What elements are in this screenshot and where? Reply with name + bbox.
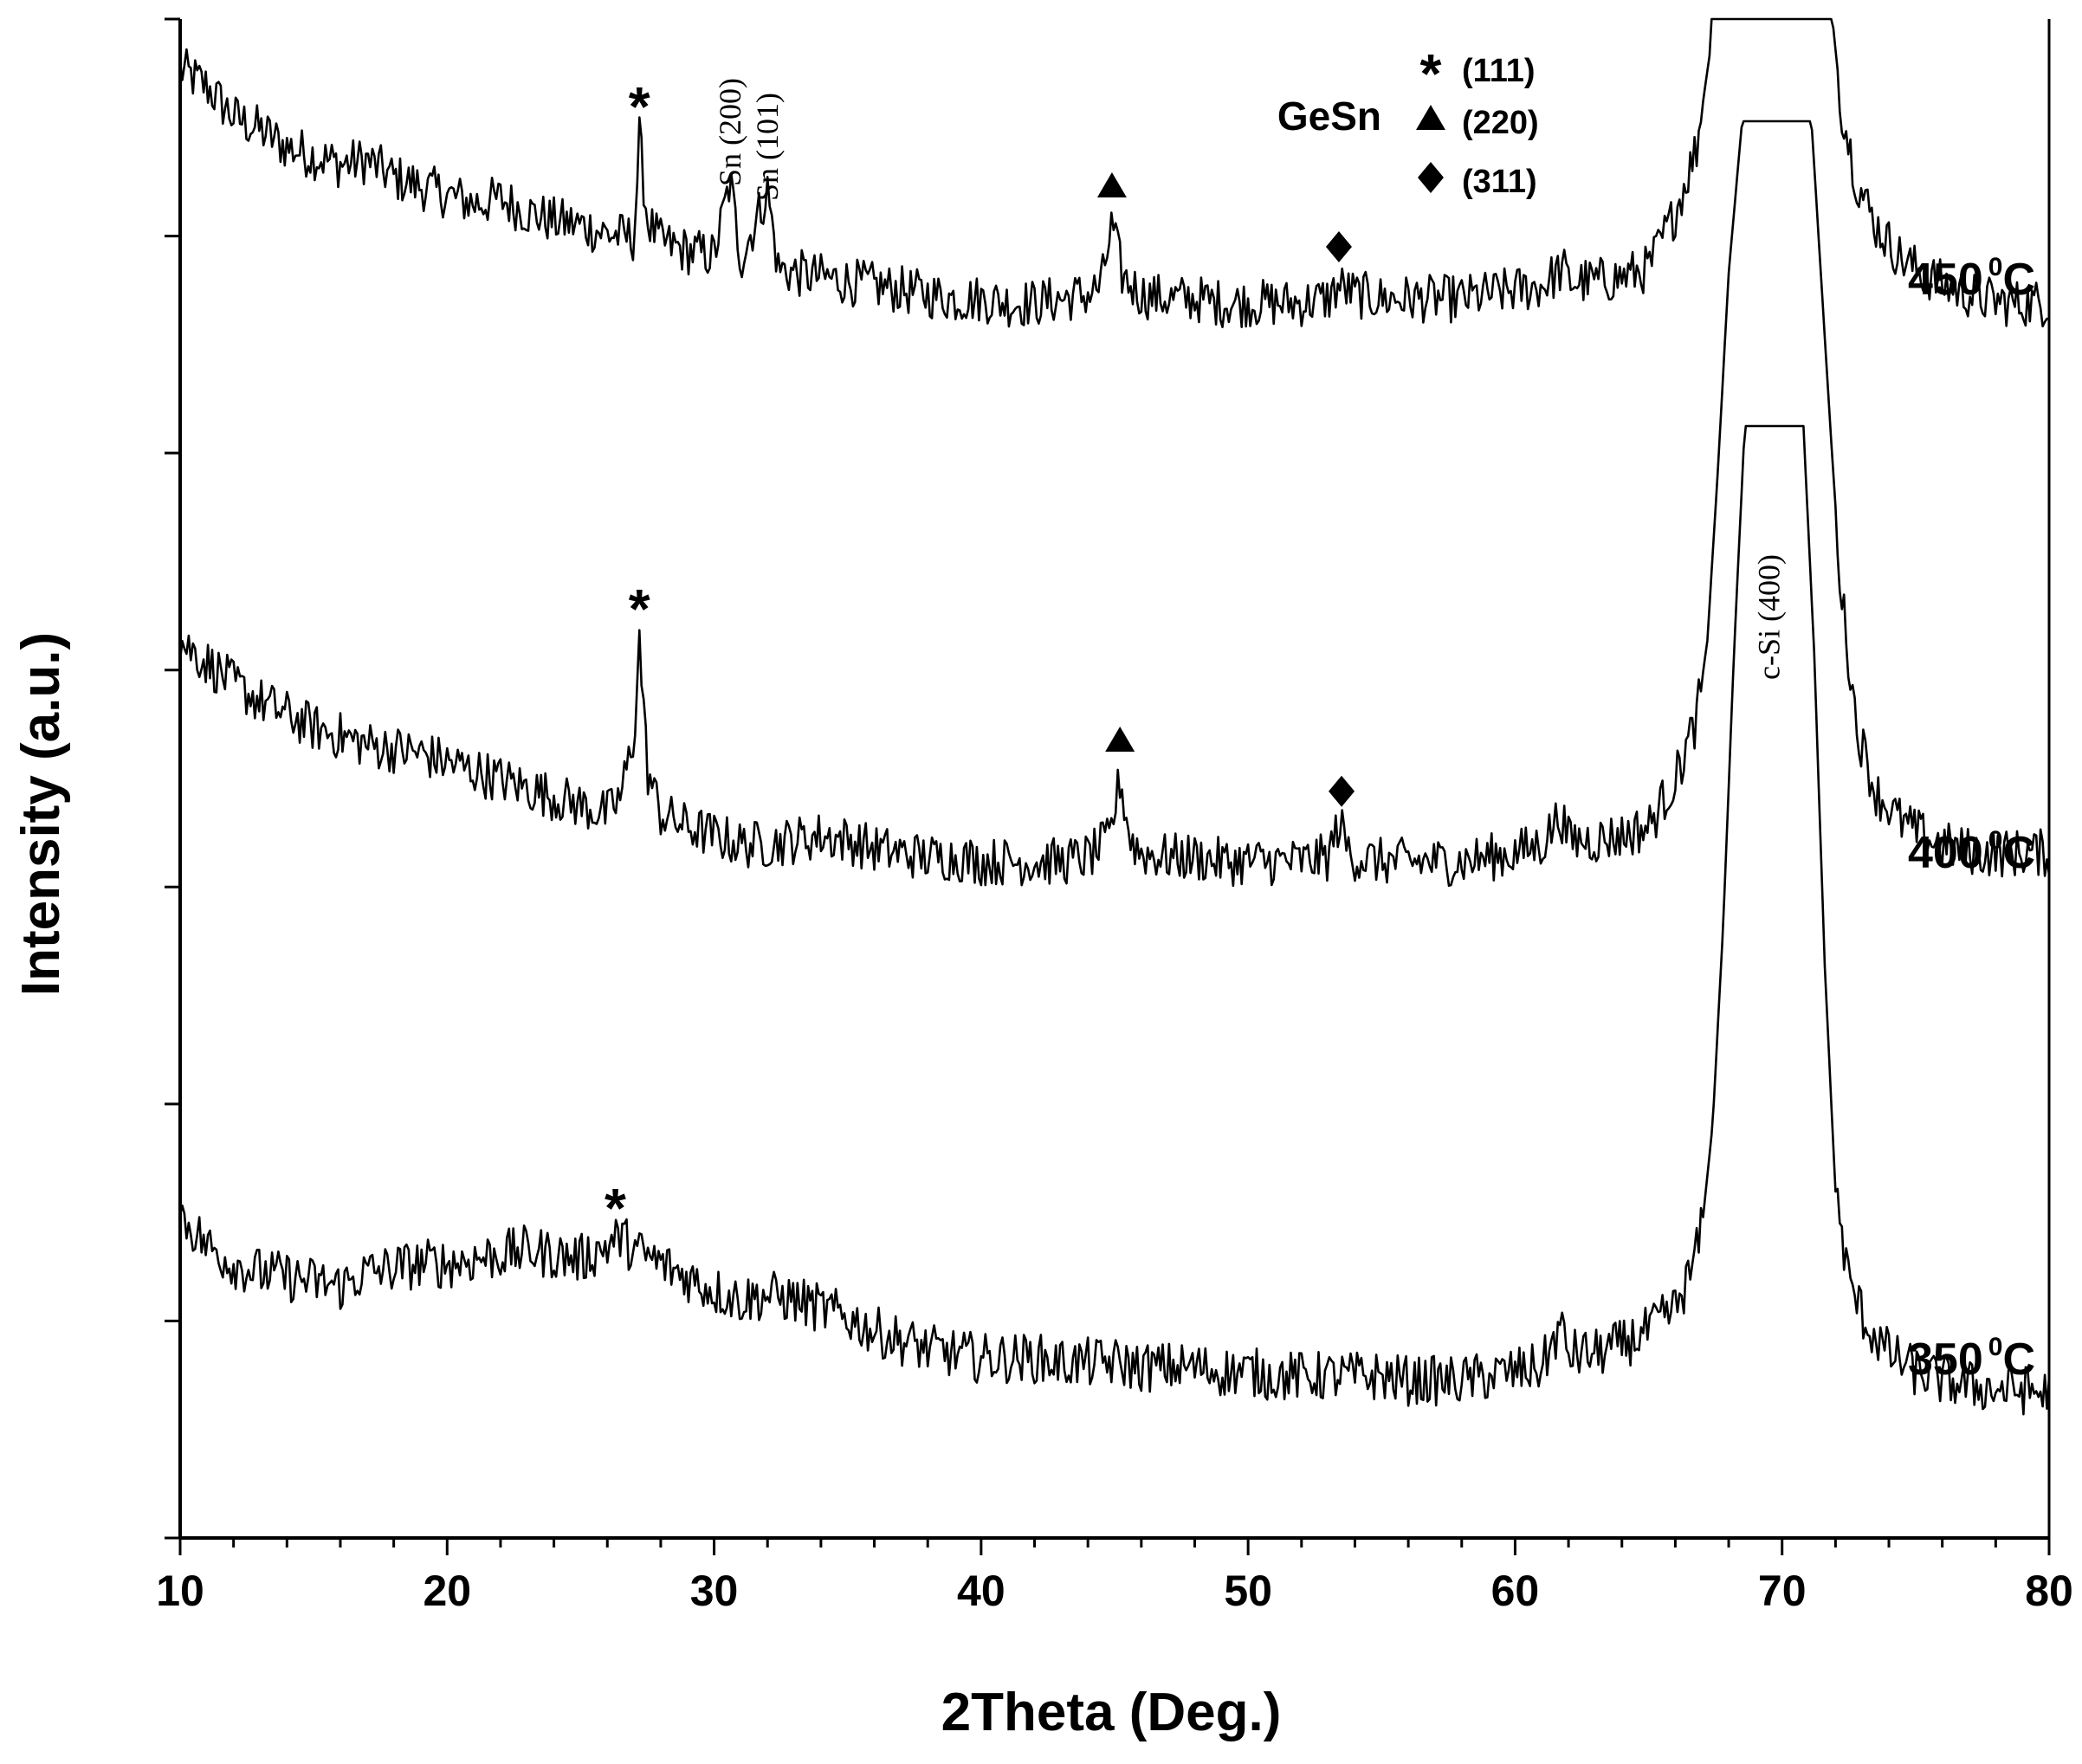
peak-labels: Sn (200) Sn (101) c-Si (400)	[713, 78, 1786, 680]
xrd-curves	[178, 17, 2051, 1416]
x-tick-label: 60	[1491, 1567, 1540, 1615]
series-label-2: 400 0C	[1908, 826, 2035, 878]
legend-label-1: (111)	[1462, 53, 1536, 89]
x-ticks: 10 20 30 40 50 60 70 80	[156, 1538, 2073, 1615]
legend-marker-triangle	[1416, 105, 1445, 130]
legend-marker-diamond	[1418, 162, 1444, 193]
peak-marker-triangle-2	[1096, 172, 1127, 197]
peak-marker-star-7: *	[605, 1177, 626, 1239]
peak-marker-star-4: *	[629, 578, 650, 640]
x-tick-label: 70	[1758, 1567, 1807, 1615]
series-label-3: 350 0C	[1908, 1333, 2035, 1385]
legend-title: GeSn	[1277, 94, 1381, 139]
series-line-1	[178, 17, 2050, 328]
peak-marker-star-1: *	[629, 75, 650, 138]
legend-label-2: (220)	[1462, 105, 1539, 141]
series-labels: 450 0C 400 0C 350 0C	[1908, 253, 2035, 1385]
peak-marker-triangle-5	[1105, 727, 1135, 752]
peak-marker-diamond-6	[1329, 775, 1355, 807]
axes	[178, 19, 2051, 1540]
x-tick-label: 10	[156, 1567, 204, 1615]
peak-label-3: c-Si (400)	[1751, 554, 1786, 680]
x-tick-label: 40	[957, 1567, 1005, 1615]
x-tick-label: 80	[2025, 1567, 2073, 1615]
series-line-2	[178, 120, 2051, 888]
x-axis-label: 2Theta (Deg.)	[941, 1683, 1282, 1742]
y-axis-label: Intensity (a.u.)	[11, 632, 71, 996]
peak-label-1: Sn (200)	[713, 78, 747, 186]
peak-markers: * * * *	[605, 42, 1445, 1239]
y-ticks	[165, 17, 180, 1540]
x-tick-label: 30	[690, 1567, 739, 1615]
peak-label-2: Sn (101)	[750, 93, 785, 201]
x-tick-label: 20	[423, 1567, 471, 1615]
peak-marker-diamond-3	[1325, 231, 1352, 262]
series-label-1: 450 0C	[1908, 253, 2035, 305]
series-line-3	[178, 424, 2051, 1416]
legend: GeSn (111) (220) (311)	[1277, 53, 1539, 200]
x-tick-label: 50	[1224, 1567, 1272, 1615]
legend-marker-star: *	[1420, 42, 1442, 105]
legend-label-3: (311)	[1462, 164, 1537, 200]
